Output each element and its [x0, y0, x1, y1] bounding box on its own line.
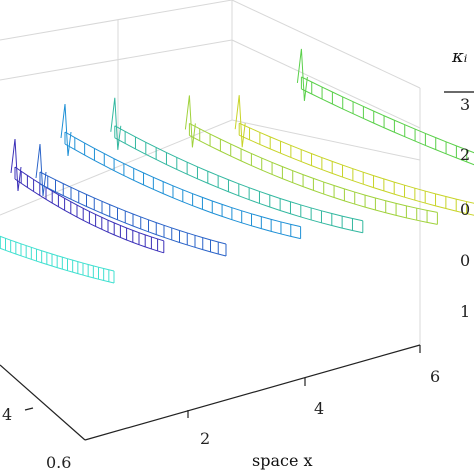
series-spike: [35, 143, 47, 197]
series-ribbon-3: [35, 143, 227, 257]
series-ribbon-6: [184, 95, 438, 225]
legend-entry-1: 3: [460, 95, 470, 114]
floor-axes: [0, 344, 421, 441]
legend-entry-5: 1: [460, 302, 470, 321]
series-spike: [10, 138, 22, 192]
legend: κᵢ 3 2 0 0 1: [444, 46, 474, 321]
legend-header: κᵢ: [451, 46, 468, 67]
x-tick-2: 2: [200, 429, 210, 448]
series-spike: [296, 48, 308, 101]
series-edge-bottom: [238, 134, 474, 216]
series-spike: [110, 97, 122, 150]
series-ribbon-5: [110, 97, 364, 234]
series-ribbon-7: [234, 95, 474, 216]
series-spike: [60, 103, 72, 157]
y-tick-0-6: 0.6: [46, 453, 71, 472]
series-ribbon-4: [60, 103, 302, 240]
series-ribbon-1: [0, 235, 115, 284]
y-tick-4: 4: [2, 405, 12, 424]
series-edge-top: [189, 122, 438, 213]
legend-entry-4: 0: [460, 251, 470, 270]
legend-entry-3: 0: [460, 200, 470, 219]
floor-ticks: [24, 345, 421, 418]
series-spike: [234, 95, 246, 148]
series-ribbon-8: [296, 48, 474, 166]
x-axis-label: space x: [252, 451, 313, 470]
series-spike: [184, 95, 196, 148]
series-edge-top: [238, 122, 474, 204]
x-tick-4: 4: [314, 399, 324, 418]
x-tick-6: 6: [430, 367, 440, 386]
legend-entry-2: 2: [460, 145, 470, 164]
series-layer: [0, 48, 474, 284]
